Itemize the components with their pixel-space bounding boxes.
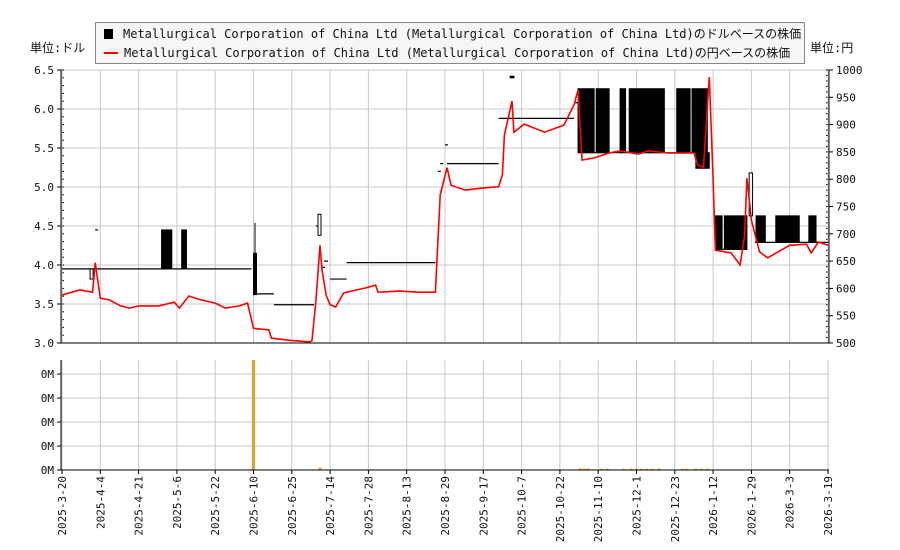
left-unit-label: 単位:ドル bbox=[30, 41, 86, 55]
x-axis-tick-label: 2026-3-3 bbox=[784, 476, 797, 529]
left-axis-tick-label: 5.0 bbox=[34, 181, 54, 194]
right-axis-tick-label: 650 bbox=[836, 255, 856, 268]
usd-candle-down bbox=[695, 152, 710, 169]
right-axis-tick-label: 700 bbox=[836, 228, 856, 241]
right-axis-tick-label: 1000 bbox=[836, 64, 863, 77]
left-axis-tick-label: 3.0 bbox=[34, 337, 54, 350]
volume-bar bbox=[582, 468, 586, 470]
usd-candle-down bbox=[676, 88, 691, 154]
left-axis-tick-label: 6.0 bbox=[34, 103, 54, 116]
volume-bar bbox=[605, 468, 609, 470]
legend-item-usd: Metallurgical Corporation of China Ltd (… bbox=[104, 25, 801, 43]
x-axis-tick-label: 2025-4-21 bbox=[133, 476, 146, 536]
usd-candle-down bbox=[755, 215, 766, 243]
usd-candle-down bbox=[595, 88, 610, 154]
volume-bar bbox=[700, 468, 704, 470]
x-axis-tick-label: 2025-4-4 bbox=[94, 476, 107, 529]
usd-candle-down bbox=[161, 229, 173, 270]
legend-swatch-usd bbox=[104, 29, 113, 39]
volume-bar bbox=[705, 468, 709, 470]
x-axis-tick-label: 2025-12-1 bbox=[631, 476, 644, 536]
right-axis-tick-label: 500 bbox=[836, 337, 856, 350]
x-axis-tick-label: 2025-7-14 bbox=[324, 476, 337, 536]
volume-bar bbox=[640, 468, 644, 470]
usd-candle-down bbox=[181, 229, 187, 270]
usd-candle-down bbox=[628, 88, 665, 154]
volume-bar bbox=[650, 468, 654, 470]
usd-candle-down bbox=[577, 88, 595, 154]
volume-bar bbox=[586, 468, 590, 470]
legend: Metallurgical Corporation of China Ltd (… bbox=[95, 22, 805, 64]
left-axis-tick-label: 4.0 bbox=[34, 259, 54, 272]
right-axis-tick-label: 850 bbox=[836, 146, 856, 159]
right-unit-label: 単位:円 bbox=[810, 41, 854, 55]
right-axis-tick-label: 750 bbox=[836, 201, 856, 214]
volume-axis-tick-label: 0M bbox=[41, 368, 55, 381]
usd-candle-down bbox=[775, 215, 800, 243]
x-axis-tick-label: 2025-11-10 bbox=[592, 476, 605, 542]
usd-candle-down bbox=[714, 215, 723, 250]
usd-candle-down bbox=[808, 215, 817, 243]
volume-bar bbox=[645, 468, 649, 470]
usd-candle-down bbox=[509, 75, 515, 79]
volume-axis-tick-label: 0M bbox=[41, 464, 55, 477]
x-axis-tick-label: 2025-3-20 bbox=[56, 476, 69, 536]
legend-item-jpy: Metallurgical Corporation of China Ltd (… bbox=[104, 44, 790, 62]
volume-axis-tick-label: 0M bbox=[41, 392, 55, 405]
x-axis-tick-label: 2025-9-17 bbox=[477, 476, 490, 536]
volume-bar bbox=[680, 468, 684, 470]
volume-axis-tick-label: 0M bbox=[41, 440, 55, 453]
volume-bar bbox=[318, 467, 322, 470]
usd-candle-down bbox=[253, 252, 257, 296]
volume-bar bbox=[578, 468, 582, 470]
usd-candle-up bbox=[317, 213, 322, 236]
x-axis-tick-label: 2025-10-22 bbox=[554, 476, 567, 542]
usd-candle-down bbox=[619, 88, 627, 154]
legend-swatch-jpy bbox=[104, 52, 118, 54]
x-axis-tick-label: 2025-8-13 bbox=[401, 476, 414, 536]
jpy-price-line bbox=[61, 77, 829, 343]
left-axis-tick-label: 6.5 bbox=[34, 64, 54, 77]
left-axis-tick-label: 4.5 bbox=[34, 220, 54, 233]
right-axis-tick-label: 900 bbox=[836, 119, 856, 132]
left-axis-tick-label: 3.5 bbox=[34, 298, 54, 311]
legend-label-usd: Metallurgical Corporation of China Ltd (… bbox=[123, 27, 802, 41]
right-axis-tick-label: 800 bbox=[836, 173, 856, 186]
x-axis-tick-label: 2025-10-7 bbox=[516, 476, 529, 536]
right-axis-tick-label: 550 bbox=[836, 310, 856, 323]
volume-bar bbox=[694, 468, 698, 470]
volume-bar bbox=[600, 468, 604, 470]
x-axis-tick-label: 2025-8-29 bbox=[439, 476, 452, 536]
x-axis-tick-label: 2025-5-22 bbox=[209, 476, 222, 536]
volume-bar bbox=[635, 468, 638, 470]
usd-candle-up bbox=[89, 268, 94, 280]
volume-bar bbox=[629, 468, 633, 470]
volume-bar bbox=[622, 468, 626, 470]
x-axis-tick-label: 2026-1-29 bbox=[745, 476, 758, 536]
x-axis-tick-label: 2025-6-25 bbox=[286, 476, 299, 536]
x-axis-tick-label: 2025-7-28 bbox=[362, 476, 375, 536]
left-axis-tick-label: 5.5 bbox=[34, 142, 54, 155]
volume-bar bbox=[252, 360, 255, 470]
usd-candle-down bbox=[723, 215, 748, 250]
volume-bar bbox=[684, 468, 688, 470]
legend-label-jpy: Metallurgical Corporation of China Ltd (… bbox=[124, 46, 791, 60]
right-axis-tick-label: 950 bbox=[836, 91, 856, 104]
x-axis-tick-label: 2025-12-23 bbox=[669, 476, 682, 542]
x-axis-tick-label: 2026-1-12 bbox=[707, 476, 720, 536]
x-axis-tick-label: 2025-6-10 bbox=[248, 476, 261, 536]
x-axis-tick-label: 2025-5-6 bbox=[171, 476, 184, 529]
x-axis-tick-label: 2026-3-19 bbox=[822, 476, 835, 536]
right-axis-tick-label: 600 bbox=[836, 282, 856, 295]
volume-axis-tick-label: 0M bbox=[41, 416, 55, 429]
volume-bar bbox=[657, 468, 661, 470]
